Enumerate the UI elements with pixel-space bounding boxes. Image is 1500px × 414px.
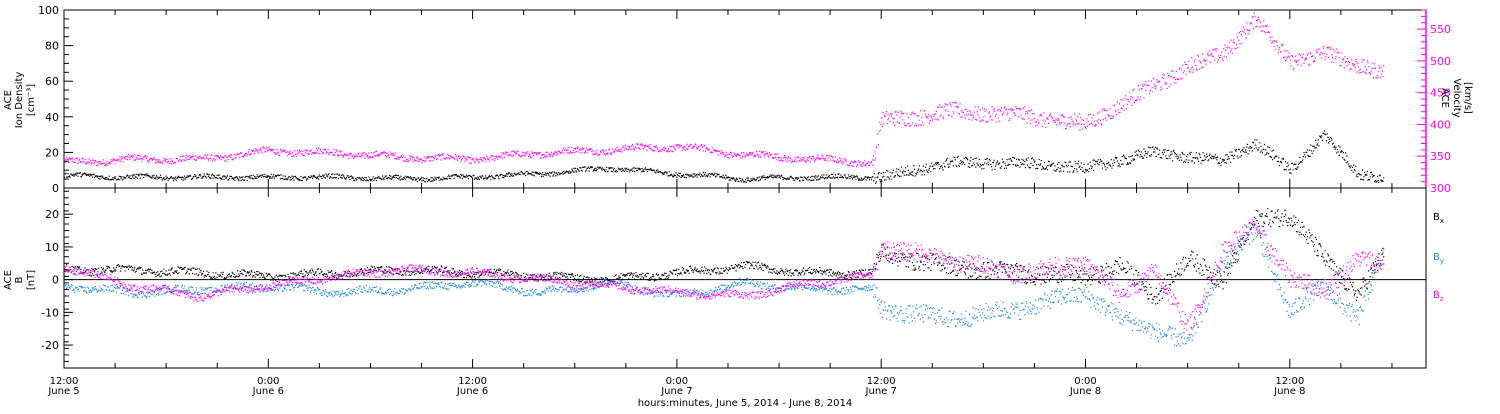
top-left-tick-label: 60	[45, 75, 59, 88]
legend-by: By	[1433, 252, 1444, 265]
series-points-bz	[64, 217, 1385, 336]
top-left-tick-label: 100	[38, 4, 59, 17]
x-tick-date-label: June 8	[1273, 386, 1305, 397]
top-left-axis-label-line3: [cm⁻³]	[26, 84, 37, 116]
series-points-ion-density	[64, 130, 1385, 184]
svg-text:Bx: Bx	[1433, 212, 1444, 225]
x-tick-time-label: 0:00	[257, 376, 279, 387]
bottom-left-tick-label: -20	[41, 339, 59, 352]
top-right-tick-label: 450	[1430, 87, 1451, 100]
top-left-tick-label: 40	[45, 111, 59, 124]
series-ion-density	[64, 130, 1385, 184]
top-right-axis-label-line1: ACE	[1439, 88, 1450, 108]
bottom-left-tick-label: 20	[45, 208, 59, 221]
legend-bz-main: B	[1433, 290, 1440, 301]
top-left-tick-label: 20	[45, 146, 59, 159]
x-tick-date-label: June 5	[47, 386, 79, 397]
legend-bx-sub: x	[1440, 217, 1444, 225]
x-tick-date-label: June 7	[660, 386, 692, 397]
top-right-tick-label: 550	[1430, 23, 1451, 36]
x-tick-date-label: June 8	[1069, 386, 1101, 397]
x-tick-time-label: 12:00	[50, 376, 79, 387]
series-bz	[64, 217, 1385, 336]
series-points-bx	[64, 208, 1385, 305]
legend-bx-main: B	[1433, 212, 1440, 223]
legend-bz: Bz	[1433, 290, 1444, 303]
series-points-velocity	[64, 12, 1385, 168]
bottom-left-tick-label: 0	[52, 274, 59, 287]
x-tick-date-label: June 7	[865, 386, 897, 397]
bottom-left-tick-label: -10	[41, 306, 59, 319]
x-tick-date-label: June 6	[456, 386, 488, 397]
legend-by-sub: y	[1440, 257, 1444, 265]
x-tick-time-label: 0:00	[1074, 376, 1096, 387]
top-right-tick-label: 350	[1430, 150, 1451, 163]
legend-bx: Bx	[1433, 212, 1444, 225]
bottom-left-axis-label-line2: B	[14, 276, 25, 283]
bottom-left-axis-label-line3: [nT]	[26, 270, 37, 290]
x-tick-time-label: 12:00	[1275, 376, 1304, 387]
top-panel: 0 20 40 60 80 100 300 350 400 450 500 550 ACE Ion …	[3, 4, 1473, 195]
legend-bz-sub: z	[1440, 295, 1444, 303]
bottom-panel-frame	[63, 187, 1427, 369]
top-left-tick-label: 80	[45, 40, 59, 53]
x-tick-time-label: 12:00	[867, 376, 896, 387]
bottom-left-axis: -20 -10 0 10 20	[41, 190, 73, 369]
bottom-left-tick-label: 10	[45, 241, 59, 254]
top-right-tick-label: 300	[1430, 182, 1451, 195]
top-right-tick-label: 500	[1430, 55, 1451, 68]
series-velocity	[64, 12, 1385, 168]
top-left-tick-label: 0	[52, 182, 59, 195]
legend-by-main: B	[1433, 252, 1440, 263]
bottom-panel: -20 -10 0 10 20 ACE B [nT] Bx By Bz	[3, 187, 1444, 369]
top-right-axis-label-line3: [km/s]	[1462, 82, 1473, 114]
top-series	[64, 12, 1385, 184]
bottom-left-axis-label-line1: ACE	[3, 270, 14, 290]
svg-text:Bz: Bz	[1433, 290, 1444, 303]
bottom-series	[64, 208, 1385, 347]
top-left-axis: 0 20 40 60 80 100	[38, 4, 73, 195]
svg-text:By: By	[1433, 252, 1444, 265]
top-right-axis: 300 350 400 450 500 550	[1417, 9, 1451, 195]
top-left-axis-label-line1: ACE	[3, 90, 14, 110]
x-axis-title: hours:minutes, June 5, 2014 - June 8, 20…	[638, 398, 853, 409]
top-right-tick-label: 400	[1430, 118, 1451, 131]
series-bx	[64, 208, 1385, 305]
x-tick-time-label: 12:00	[458, 376, 487, 387]
x-tick-date-label: June 6	[252, 386, 284, 397]
top-right-axis-label-line2: Velocity	[1451, 78, 1462, 117]
top-left-axis-label-line2: Ion Density	[14, 72, 25, 129]
x-tick-time-label: 0:00	[666, 376, 688, 387]
